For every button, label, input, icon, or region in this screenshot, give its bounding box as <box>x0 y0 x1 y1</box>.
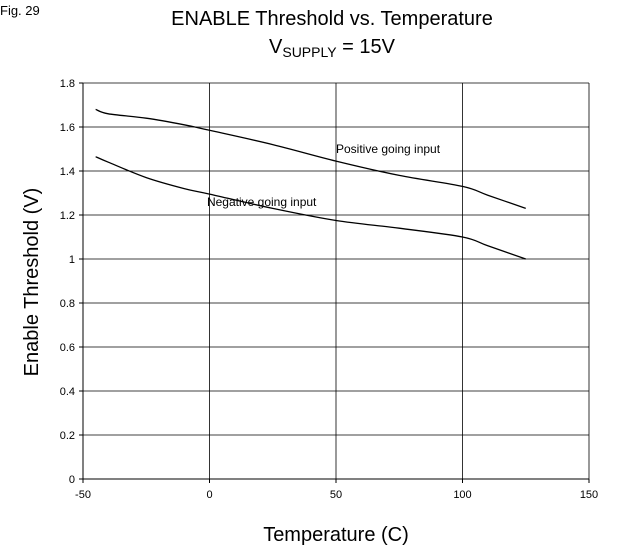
y-tick-label: 1.8 <box>60 78 75 90</box>
x-tick-label: 0 <box>206 489 212 501</box>
y-tick-label: 1 <box>69 254 75 266</box>
y-tick-label: 1.6 <box>60 122 75 134</box>
subtitle-subscript: SUPPLY <box>282 44 337 60</box>
series-annotation: Negative going input <box>207 195 317 209</box>
x-tick-label: -50 <box>75 489 91 501</box>
series-line-negative <box>95 156 526 260</box>
axes <box>79 82 590 483</box>
annotations: Positive going input Negative going input <box>207 142 441 209</box>
subtitle-suffix: = 15V <box>336 36 395 58</box>
y-tick-label: 0.6 <box>60 342 75 354</box>
y-tick-label: 0.4 <box>60 386 75 398</box>
y-axis-title: Enable Threshold (V) <box>21 188 43 377</box>
y-tick-label: 0.2 <box>60 430 75 442</box>
x-tick-label: 50 <box>330 489 342 501</box>
x-axis-title: Temperature (C) <box>263 524 409 546</box>
x-tick-label: 150 <box>580 489 598 501</box>
series-annotation: Positive going input <box>336 142 441 156</box>
grid <box>82 82 590 480</box>
figure-label: Fig. 29 <box>0 3 40 18</box>
x-tick-label: 100 <box>453 489 471 501</box>
tick-labels: 00.20.40.60.811.21.41.61.8-50 0 50 100 150 <box>60 78 598 501</box>
y-tick-label: 1.2 <box>60 210 75 222</box>
chart-title: ENABLE Threshold vs. Temperature <box>171 8 493 30</box>
series-line-positive <box>95 108 526 210</box>
y-tick-label: 1.4 <box>60 166 75 178</box>
subtitle-prefix: V <box>269 36 283 58</box>
series-lines <box>95 108 526 260</box>
chart-subtitle: VSUPPLY = 15V <box>0 36 619 60</box>
y-tick-label: 0 <box>69 474 75 486</box>
y-tick-label: 0.8 <box>60 298 75 310</box>
